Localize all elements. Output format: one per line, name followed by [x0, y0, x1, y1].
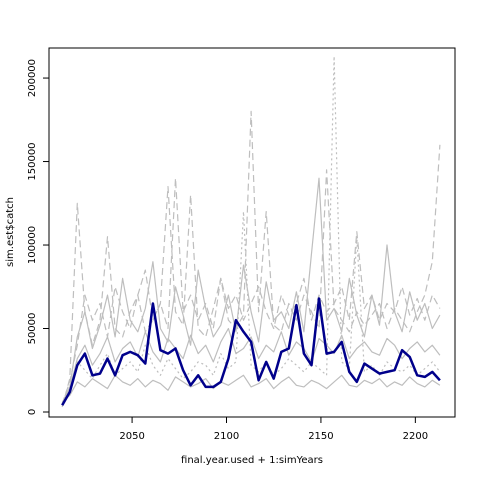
y-tick-label: 200000 [27, 59, 38, 97]
series-line [61, 297, 441, 406]
y-axis-label: sim.est$catch [5, 197, 16, 267]
plot-frame [48, 47, 456, 418]
series-line [61, 327, 441, 406]
x-axis-label: final.year.used + 1:simYears [181, 455, 323, 466]
series-line [61, 110, 441, 408]
y-tick-label: 150000 [27, 142, 38, 180]
series-line [61, 55, 441, 406]
y-tick-label: 0 [27, 409, 38, 415]
x-tick-label: 2200 [403, 431, 428, 442]
y-tick-label: 100000 [27, 226, 38, 264]
series-line [61, 177, 441, 404]
x-tick-label: 2100 [214, 431, 239, 442]
series-line [61, 374, 441, 403]
y-tick-label: 50000 [27, 313, 38, 345]
series-line [61, 177, 441, 404]
x-tick-label: 2050 [119, 431, 144, 442]
x-tick-label: 2150 [308, 431, 333, 442]
